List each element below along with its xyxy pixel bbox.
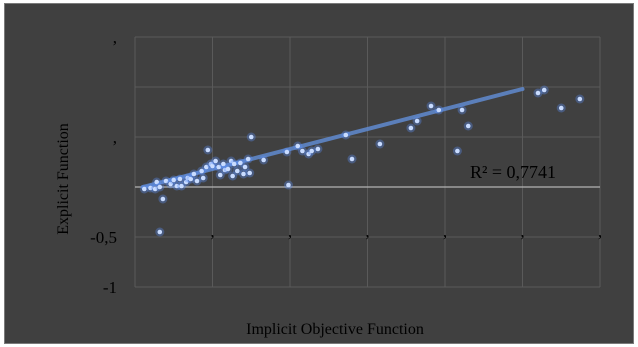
data-point (306, 151, 311, 157)
data-point (408, 125, 414, 131)
data-point (261, 157, 266, 163)
tick-labels: ,, -0,5 -1,,,,,, (90, 28, 602, 297)
data-point (238, 160, 243, 166)
data-point (465, 123, 471, 129)
data-point (309, 148, 315, 154)
data-point (200, 175, 206, 181)
data-point (210, 163, 215, 169)
data-point (228, 158, 234, 164)
data-point (300, 148, 305, 154)
x-tick-label: , (288, 222, 292, 241)
scatter-chart: ,, -0,5 -1,,,,,, R² = 0,7741 Explicit Func… (55, 28, 602, 338)
data-point (414, 118, 420, 124)
data-point (154, 179, 159, 185)
x-tick-label: , (365, 222, 369, 241)
data-point (235, 168, 240, 174)
data-point (295, 143, 301, 149)
x-tick-label: , (210, 222, 214, 241)
data-point (349, 156, 355, 162)
data-point (242, 164, 248, 170)
data-point (230, 173, 235, 179)
data-point (183, 179, 189, 185)
data-point (248, 134, 254, 140)
data-point (455, 148, 460, 154)
trendline (140, 87, 525, 189)
data-point (535, 90, 541, 96)
data-point (377, 141, 383, 147)
y-axis-title: Explicit Function (55, 123, 72, 235)
data-point (286, 182, 291, 188)
data-point (459, 107, 465, 113)
y-tick-label: , (113, 128, 117, 147)
data-point (188, 176, 194, 182)
data-point (163, 178, 169, 184)
data-point (160, 196, 166, 202)
data-point (231, 161, 237, 167)
data-point (216, 164, 221, 170)
data-point (152, 186, 158, 192)
chart-frame: ,, -0,5 -1,,,,,, R² = 0,7741 Explicit Func… (4, 3, 634, 344)
x-tick-label: , (520, 222, 524, 241)
data-point (171, 177, 177, 183)
data-point (245, 156, 251, 162)
data-point (225, 166, 231, 172)
data-point (157, 184, 163, 190)
data-point (343, 132, 349, 138)
y-tick-label: , (113, 28, 117, 47)
data-point (157, 229, 163, 235)
r-squared-label: R² = 0,7741 (470, 162, 556, 182)
data-point (541, 87, 547, 93)
data-point (199, 168, 204, 174)
x-axis-title: Implicit Objective Function (246, 321, 424, 338)
data-point (168, 181, 173, 187)
data-point (142, 186, 147, 192)
data-point (315, 146, 321, 152)
data-point (247, 170, 252, 176)
data-point (241, 171, 246, 177)
data-point (217, 172, 223, 178)
data-point (194, 178, 200, 184)
y-tick-label: -0,5 (90, 228, 117, 247)
data-point (436, 107, 442, 113)
data-point (177, 176, 183, 182)
y-tick-label: -1 (103, 278, 117, 297)
data-points (139, 85, 585, 237)
data-point (577, 96, 583, 102)
data-point (179, 183, 184, 189)
data-point (148, 185, 153, 191)
data-point (213, 158, 218, 164)
x-tick-label: , (443, 222, 447, 241)
data-point (558, 105, 564, 111)
data-point (284, 149, 290, 155)
data-point (205, 147, 211, 153)
data-point (174, 183, 180, 189)
data-point (428, 103, 434, 109)
data-point (221, 161, 226, 167)
data-point (191, 171, 197, 177)
data-point (204, 164, 209, 170)
x-tick-label: , (598, 222, 602, 241)
